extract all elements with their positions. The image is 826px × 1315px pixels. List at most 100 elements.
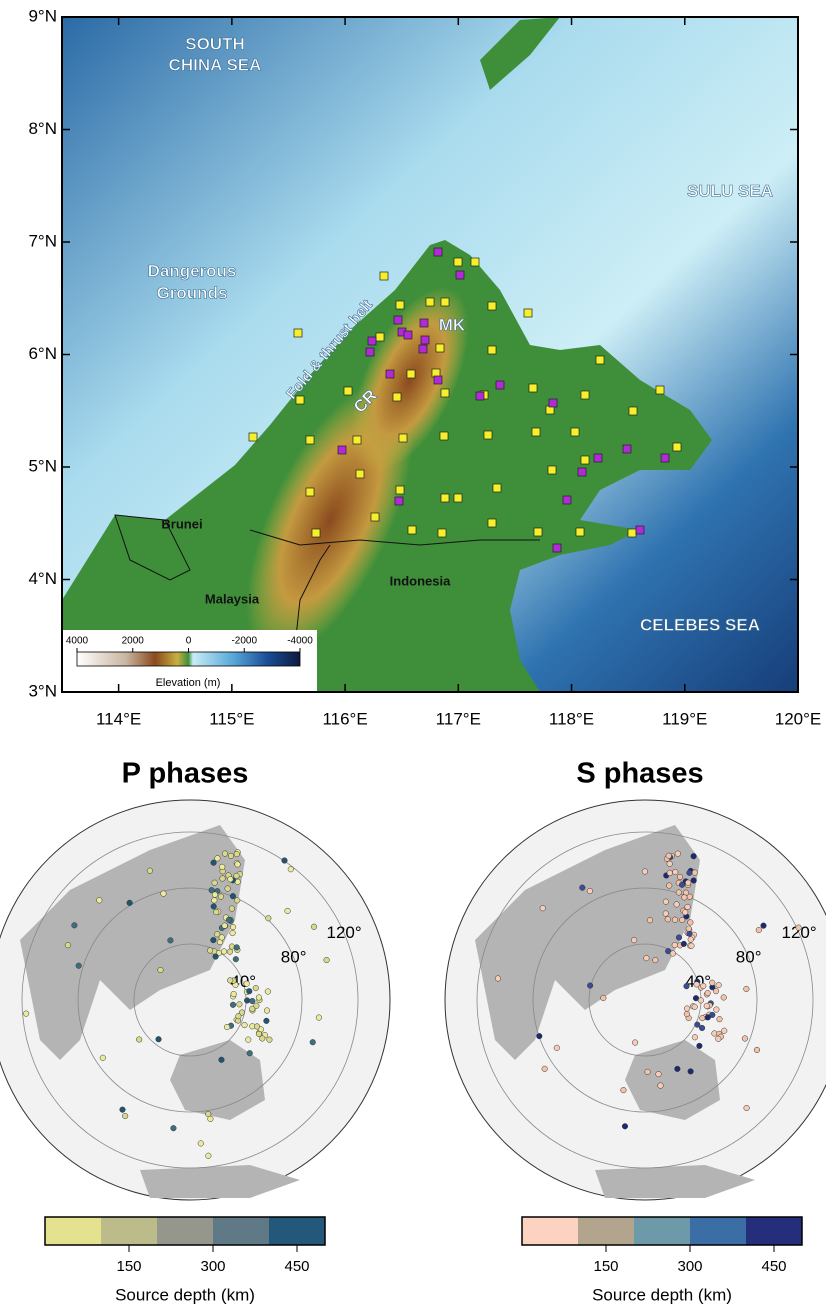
event bbox=[666, 853, 672, 859]
event bbox=[658, 1083, 664, 1089]
event bbox=[667, 861, 673, 867]
event bbox=[288, 866, 294, 872]
station bbox=[529, 384, 537, 392]
event bbox=[692, 1004, 698, 1010]
station bbox=[578, 468, 586, 476]
map: SOUTH CHINA SEA SULU SEA CELEBES SEA Dan… bbox=[62, 17, 798, 692]
event bbox=[213, 909, 219, 915]
station bbox=[421, 336, 429, 344]
event bbox=[698, 998, 704, 1004]
station bbox=[434, 376, 442, 384]
event bbox=[256, 995, 262, 1001]
event bbox=[695, 1022, 701, 1028]
event bbox=[72, 923, 78, 929]
station bbox=[488, 519, 496, 527]
station bbox=[438, 529, 446, 537]
event bbox=[65, 942, 71, 948]
colorbar-segment bbox=[634, 1217, 690, 1245]
event bbox=[670, 951, 676, 957]
event bbox=[717, 1016, 723, 1022]
colorbar-label: Source depth (km) bbox=[115, 1285, 255, 1304]
event bbox=[156, 1036, 162, 1042]
event bbox=[244, 981, 250, 987]
colorbar-tick-label: 2000 bbox=[122, 636, 145, 647]
panel-title: P phases bbox=[122, 758, 249, 790]
event bbox=[761, 923, 767, 929]
event bbox=[267, 1037, 273, 1043]
x-tick-label: 119°E bbox=[662, 709, 707, 728]
event bbox=[171, 1125, 177, 1131]
event bbox=[254, 1024, 260, 1030]
ring-label: 80° bbox=[281, 948, 307, 967]
event bbox=[699, 1025, 705, 1031]
x-tick-label: 118°E bbox=[549, 709, 594, 728]
event bbox=[214, 931, 220, 937]
event bbox=[213, 954, 219, 960]
event bbox=[221, 949, 227, 955]
station bbox=[476, 392, 484, 400]
colorbar-tick-label: 150 bbox=[116, 1258, 141, 1275]
event bbox=[219, 864, 225, 870]
event bbox=[642, 869, 648, 875]
event bbox=[231, 991, 237, 997]
event bbox=[587, 983, 593, 989]
event bbox=[127, 900, 133, 906]
event bbox=[212, 897, 218, 903]
event bbox=[230, 893, 236, 899]
station bbox=[571, 428, 579, 436]
station bbox=[312, 529, 320, 537]
colorbar-label: Source depth (km) bbox=[592, 1285, 732, 1304]
station bbox=[399, 434, 407, 442]
station bbox=[441, 298, 449, 306]
station bbox=[484, 431, 492, 439]
event bbox=[667, 870, 673, 876]
station bbox=[629, 407, 637, 415]
event bbox=[265, 989, 271, 995]
y-tick-label: 6°N bbox=[28, 344, 57, 363]
event bbox=[495, 976, 501, 982]
event bbox=[310, 1039, 316, 1045]
event bbox=[682, 895, 688, 901]
station bbox=[454, 494, 462, 502]
event bbox=[227, 949, 233, 955]
colorbar-tick-label: 450 bbox=[284, 1258, 309, 1275]
station bbox=[366, 348, 374, 356]
event bbox=[245, 1037, 251, 1043]
x-tick-label: 120°E bbox=[775, 709, 822, 728]
station bbox=[471, 258, 479, 266]
event bbox=[677, 874, 683, 880]
station bbox=[440, 432, 448, 440]
event bbox=[168, 938, 174, 944]
ring-label: 120° bbox=[326, 923, 361, 942]
station bbox=[534, 528, 542, 536]
station bbox=[395, 497, 403, 505]
event bbox=[744, 986, 750, 992]
station bbox=[576, 528, 584, 536]
place-label: SULU SEA bbox=[687, 181, 773, 200]
event bbox=[645, 1069, 651, 1075]
event bbox=[674, 902, 680, 908]
event bbox=[621, 1087, 627, 1093]
y-tick-label: 7°N bbox=[28, 231, 57, 250]
place-label: Indonesia bbox=[390, 573, 451, 588]
station bbox=[294, 329, 302, 337]
event bbox=[76, 963, 82, 969]
event bbox=[632, 1040, 638, 1046]
place-label: MK bbox=[439, 315, 466, 334]
event bbox=[796, 925, 802, 931]
event bbox=[694, 982, 700, 988]
event bbox=[211, 860, 217, 866]
station bbox=[404, 331, 412, 339]
y-tick-label: 8°N bbox=[28, 119, 57, 138]
event bbox=[264, 1008, 270, 1014]
event bbox=[704, 1003, 710, 1009]
station bbox=[376, 333, 384, 341]
event bbox=[247, 1050, 253, 1056]
station bbox=[420, 319, 428, 327]
station bbox=[371, 513, 379, 521]
station bbox=[338, 446, 346, 454]
station bbox=[488, 346, 496, 354]
event bbox=[235, 862, 241, 868]
event bbox=[675, 1066, 681, 1072]
event bbox=[663, 911, 669, 917]
